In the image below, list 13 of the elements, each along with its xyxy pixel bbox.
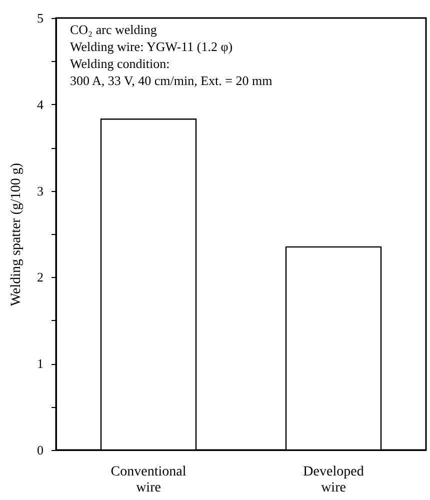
y-tick-label: 1: [37, 356, 44, 372]
annotation: 300 A, 33 V, 40 cm/min, Ext. = 20 mm: [70, 73, 272, 88]
y-tick-label: 4: [37, 96, 44, 112]
x-tick-label: Conventional wire: [110, 464, 186, 496]
annotation: Welding wire: YGW-11 (1.2 φ): [70, 39, 233, 54]
annotation: Welding condition:: [70, 56, 170, 71]
y-tick-label: 2: [37, 270, 44, 285]
y-tick-label: 3: [37, 183, 44, 198]
y-axis-title: Welding spatter (g/100 g): [9, 162, 24, 306]
y-tick-label: 0: [37, 442, 44, 458]
x-tick-label: Developed wire: [303, 464, 364, 496]
annotation: CO₂ arc welding: [70, 22, 158, 37]
y-tick-label: 5: [37, 10, 44, 26]
